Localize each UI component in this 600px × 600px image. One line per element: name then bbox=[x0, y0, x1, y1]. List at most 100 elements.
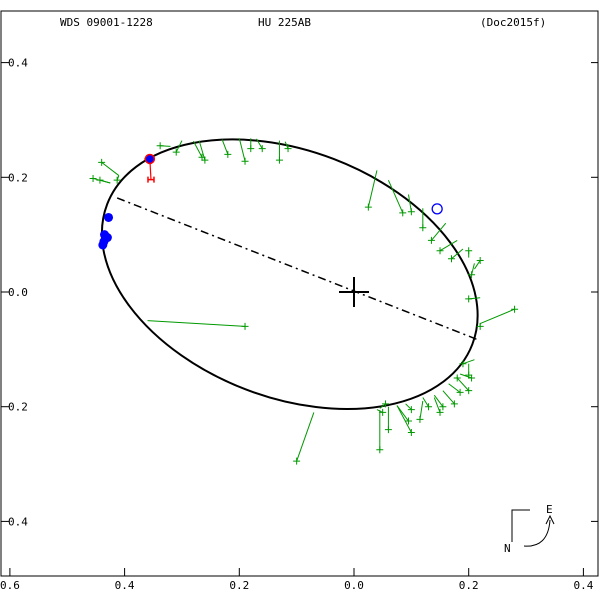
observation-marker bbox=[89, 174, 97, 182]
residual-points bbox=[89, 138, 519, 465]
residual-line bbox=[474, 260, 481, 270]
compass-north-label: N bbox=[504, 542, 511, 555]
orbit-ellipse bbox=[100, 138, 479, 411]
compass-corner bbox=[511, 509, 530, 542]
observation-marker bbox=[407, 406, 415, 414]
observation-marker bbox=[382, 400, 390, 408]
residual-line bbox=[101, 161, 120, 176]
x-tick-label: 0.2 bbox=[459, 579, 479, 592]
observation-marker bbox=[416, 415, 424, 423]
y-tick-label: 0.2 bbox=[8, 401, 28, 414]
primary-star-marker bbox=[339, 277, 369, 307]
observation-marker bbox=[511, 305, 519, 313]
residual-line bbox=[433, 394, 444, 408]
residual-line bbox=[462, 359, 475, 365]
micrometer-dot bbox=[99, 237, 109, 247]
discoverer-designation: HU 225AB bbox=[258, 16, 311, 29]
observation-marker bbox=[241, 322, 249, 330]
compass-rose: E N bbox=[504, 503, 555, 555]
residual-line bbox=[296, 412, 315, 462]
observation-marker bbox=[459, 360, 467, 368]
residual-line bbox=[448, 383, 461, 393]
x-tick-label: 0.0 bbox=[344, 579, 364, 592]
residual-line bbox=[221, 139, 229, 155]
line-of-nodes bbox=[116, 197, 480, 341]
wds-id: WDS 09001-1228 bbox=[60, 16, 153, 29]
residual-line bbox=[459, 373, 472, 379]
observation-marker bbox=[258, 145, 266, 153]
y-tick-label: 0.4 bbox=[8, 515, 28, 528]
y-axis-ticks: 0.4 0.2 0.0 0.2 0.4 bbox=[1, 57, 598, 528]
observation-marker bbox=[425, 403, 433, 411]
observation-marker bbox=[224, 150, 232, 158]
residual-line bbox=[451, 248, 464, 260]
observation-marker bbox=[275, 156, 283, 164]
residual-line bbox=[431, 222, 447, 241]
observation-marker bbox=[465, 387, 473, 395]
observation-marker bbox=[98, 158, 106, 166]
observation-marker bbox=[156, 142, 164, 150]
first-observation bbox=[144, 153, 156, 183]
observation-marker bbox=[407, 208, 415, 216]
observation-marker bbox=[293, 457, 301, 465]
residual-line bbox=[198, 140, 206, 161]
observation-marker bbox=[241, 157, 249, 165]
observation-marker bbox=[476, 256, 484, 264]
residual-line bbox=[433, 397, 441, 413]
compass-arrow bbox=[523, 519, 551, 547]
y-tick-label: 0.0 bbox=[8, 286, 28, 299]
compass-east-label: E bbox=[546, 503, 553, 516]
residual-line bbox=[175, 140, 183, 153]
residual-line bbox=[396, 405, 412, 433]
micrometer-points bbox=[98, 212, 114, 250]
residual-line bbox=[439, 239, 458, 252]
x-axis-ticks: 0.6 0.4 0.2 0.0 0.2 0.4 bbox=[0, 568, 594, 592]
residual-line bbox=[256, 138, 263, 149]
y-tick-label: 0.2 bbox=[8, 171, 28, 184]
residual-line bbox=[456, 377, 470, 391]
observation-marker bbox=[447, 255, 455, 263]
plot-frame bbox=[0, 10, 599, 577]
observation-marker bbox=[436, 408, 444, 416]
observation-marker bbox=[419, 224, 427, 232]
last-position-marker bbox=[431, 203, 443, 215]
residual-line bbox=[442, 390, 455, 405]
observation-marker bbox=[384, 426, 392, 434]
observation-marker bbox=[201, 156, 209, 164]
first-observation-h-marker bbox=[147, 176, 155, 183]
first-observation-dot bbox=[144, 153, 156, 165]
observation-marker bbox=[284, 145, 292, 153]
observation-marker bbox=[468, 374, 476, 382]
residual-line bbox=[147, 320, 246, 327]
observation-marker bbox=[247, 145, 255, 153]
residual-line bbox=[422, 397, 429, 407]
observation-marker bbox=[465, 295, 473, 303]
observation-marker bbox=[456, 388, 464, 396]
observation-marker bbox=[399, 209, 407, 217]
observation-marker bbox=[407, 429, 415, 437]
y-tick-label: 0.4 bbox=[8, 57, 28, 70]
residual-line bbox=[405, 403, 412, 410]
observation-marker bbox=[436, 247, 444, 255]
observation-marker bbox=[476, 322, 484, 330]
observation-marker bbox=[427, 236, 435, 244]
observation-marker bbox=[439, 403, 447, 411]
observation-marker bbox=[379, 408, 387, 416]
compass-arrowhead bbox=[545, 514, 555, 525]
observation-marker bbox=[404, 417, 412, 425]
residual-line bbox=[192, 140, 203, 158]
residual-line bbox=[387, 179, 404, 214]
observation-marker bbox=[113, 176, 121, 184]
observation-marker bbox=[468, 271, 476, 279]
x-tick-label: 0.6 bbox=[0, 579, 20, 592]
orbit-reference: (Doc2015f) bbox=[480, 16, 546, 29]
x-tick-label: 0.2 bbox=[229, 579, 249, 592]
observation-marker bbox=[465, 247, 473, 255]
micrometer-dot bbox=[104, 212, 114, 222]
observation-marker bbox=[172, 148, 180, 156]
x-tick-label: 0.4 bbox=[115, 579, 135, 592]
observation-marker bbox=[96, 176, 104, 184]
residual-line bbox=[367, 170, 378, 208]
residual-line bbox=[238, 138, 246, 162]
